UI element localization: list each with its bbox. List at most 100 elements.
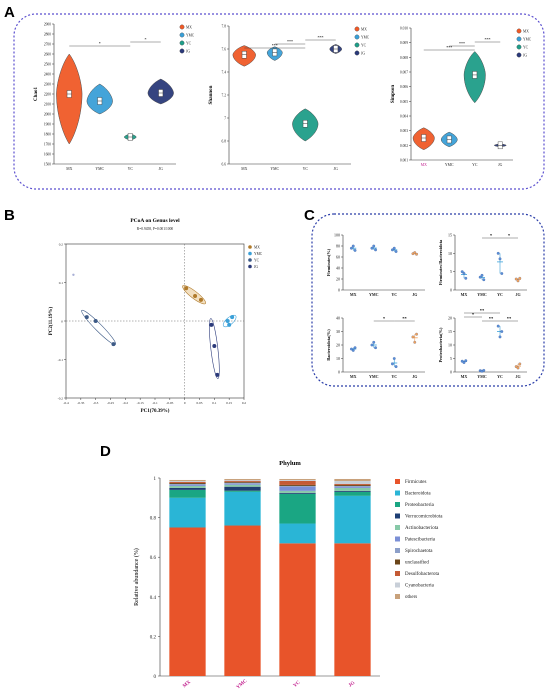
y-tick-label: 80 — [336, 244, 340, 249]
data-point — [372, 340, 376, 344]
y-tick-label: 2500 — [44, 63, 51, 67]
data-point — [498, 335, 502, 339]
y-tick-label: 5 — [450, 269, 452, 274]
y-tick-label: 0 — [338, 288, 340, 293]
bar-segment-bacteroidota — [169, 497, 206, 528]
data-point — [478, 275, 482, 279]
bar-segment-cyanobacteria — [279, 479, 316, 481]
significance-label: ** — [480, 308, 485, 313]
legend-swatch — [248, 264, 252, 269]
bar-segment-spirochaetota — [279, 485, 316, 487]
bar-segment-unclassified — [224, 481, 261, 483]
y-tick-label: 2100 — [44, 103, 51, 107]
x-tick-label: YC — [391, 374, 397, 379]
legend-swatch — [516, 28, 522, 34]
legend-label: Desulfobacterota — [405, 572, 440, 577]
x-tick-label: YC — [391, 292, 397, 297]
legend-swatch — [354, 34, 360, 40]
y-tick-label: 0.6 — [150, 556, 157, 561]
outlier-point — [72, 273, 75, 276]
y-tick-label: 2000 — [44, 113, 51, 117]
bar-segment-desulfobacterota — [279, 480, 316, 485]
x-tick-label: YMC — [477, 374, 487, 379]
legend-label: YC — [523, 46, 529, 50]
bar-segment-bacteroidota — [279, 523, 316, 544]
confidence-ellipse-ymc — [222, 314, 237, 328]
y-axis-label: Bacteroidota(%) — [326, 329, 331, 361]
bar-segment-verrucomicrobiota — [224, 486, 261, 491]
data-point — [514, 277, 518, 281]
panel-c-frame — [311, 213, 545, 387]
x-tick-label: -0.25 — [107, 401, 114, 405]
y-tick-label: 60 — [336, 255, 340, 260]
data-point — [496, 324, 500, 328]
x-tick-label: 0.05 — [197, 401, 203, 405]
significance-label: * — [490, 233, 493, 238]
legend-swatch — [354, 50, 360, 56]
legend-swatch — [395, 571, 400, 576]
panel-b-pcoa: PCoA on Genus level R=0.9458, P=0.001/100… — [49, 218, 263, 414]
pcoa-chart: PCoA on Genus level R=0.9458, P=0.001/100… — [49, 218, 263, 414]
bar-segment-cyanobacteria — [169, 480, 206, 482]
x-tick-label: -0.05 — [166, 401, 173, 405]
x-tick-label: 0 — [184, 401, 186, 405]
data-point — [415, 252, 418, 256]
data-point — [350, 246, 353, 250]
y-tick-label: 6.6 — [222, 163, 227, 167]
legend-label: Bacteroidota — [405, 492, 431, 497]
legend-label: YC — [254, 258, 260, 262]
bar-segment-spirochaetota — [334, 485, 371, 487]
x-tick-label: YC — [128, 167, 134, 171]
y-tick-label: 10 — [336, 356, 340, 361]
significance-label: *** — [485, 37, 491, 42]
data-point — [516, 279, 520, 283]
x-tick-label: YMC — [95, 167, 104, 171]
y-tick-label: 0.003 — [400, 129, 408, 133]
significance-label: * — [145, 37, 147, 42]
legend-swatch — [354, 42, 360, 48]
bar-segment-verrucomicrobiota — [279, 492, 316, 494]
significance-label: * — [99, 41, 101, 46]
legend-swatch — [179, 32, 185, 38]
x-tick-label: MX — [66, 167, 72, 171]
significance-label: *** — [446, 45, 452, 50]
y-axis-label: Proteobacteria(%) — [438, 327, 443, 363]
y-tick-label: 0 — [450, 288, 452, 293]
y-tick-label: 20 — [336, 277, 340, 282]
x-axis-label: PC1(70.39%) — [141, 409, 170, 414]
legend-swatch — [395, 594, 400, 599]
bar-segment-others — [279, 478, 316, 480]
y-tick-label: 0.009 — [400, 41, 408, 45]
x-tick-label: JG — [348, 681, 356, 689]
legend-swatch — [248, 245, 252, 249]
data-point — [353, 248, 357, 252]
legend-label: Cyanobacteria — [405, 584, 435, 589]
data-point — [392, 246, 396, 250]
legend-swatch — [516, 52, 522, 58]
violin-chart-a3: 0.001 0.002 0.003 0.004 0.005 0.006 0.007 0.008… — [391, 27, 532, 168]
sample-point-ymc — [230, 315, 235, 320]
bar-segment-firmicutes — [279, 543, 316, 676]
legend-label: unclassified — [405, 561, 429, 566]
bar-segment-actinobacteriota — [334, 487, 371, 491]
x-tick-label: JG — [515, 292, 520, 297]
y-tick-label: 2200 — [44, 93, 51, 97]
y-tick-label: 1900 — [44, 123, 51, 127]
data-point — [392, 357, 396, 360]
stacked-bar-chart: Phylum 0 0.2 0.4 0.6 0.8 1 Relative abundance (… — [133, 460, 443, 690]
legend-label: JG — [523, 54, 527, 58]
bar-segment-others — [224, 478, 261, 480]
legend-label: YC — [186, 42, 192, 46]
y-tick-label: 0.4 — [150, 596, 157, 601]
data-point — [498, 257, 502, 261]
significance-label: *** — [272, 43, 278, 48]
chart-title: Phylum — [279, 460, 301, 467]
bar-segment-patescibacteria — [279, 486, 316, 491]
significance-label: *** — [287, 39, 293, 44]
x-tick-label: YC — [293, 680, 302, 689]
legend-swatch — [248, 258, 252, 262]
data-point — [500, 330, 504, 333]
panel-label-c: C — [304, 207, 315, 224]
sample-point-ymc — [225, 319, 230, 323]
legend-swatch — [179, 24, 185, 30]
